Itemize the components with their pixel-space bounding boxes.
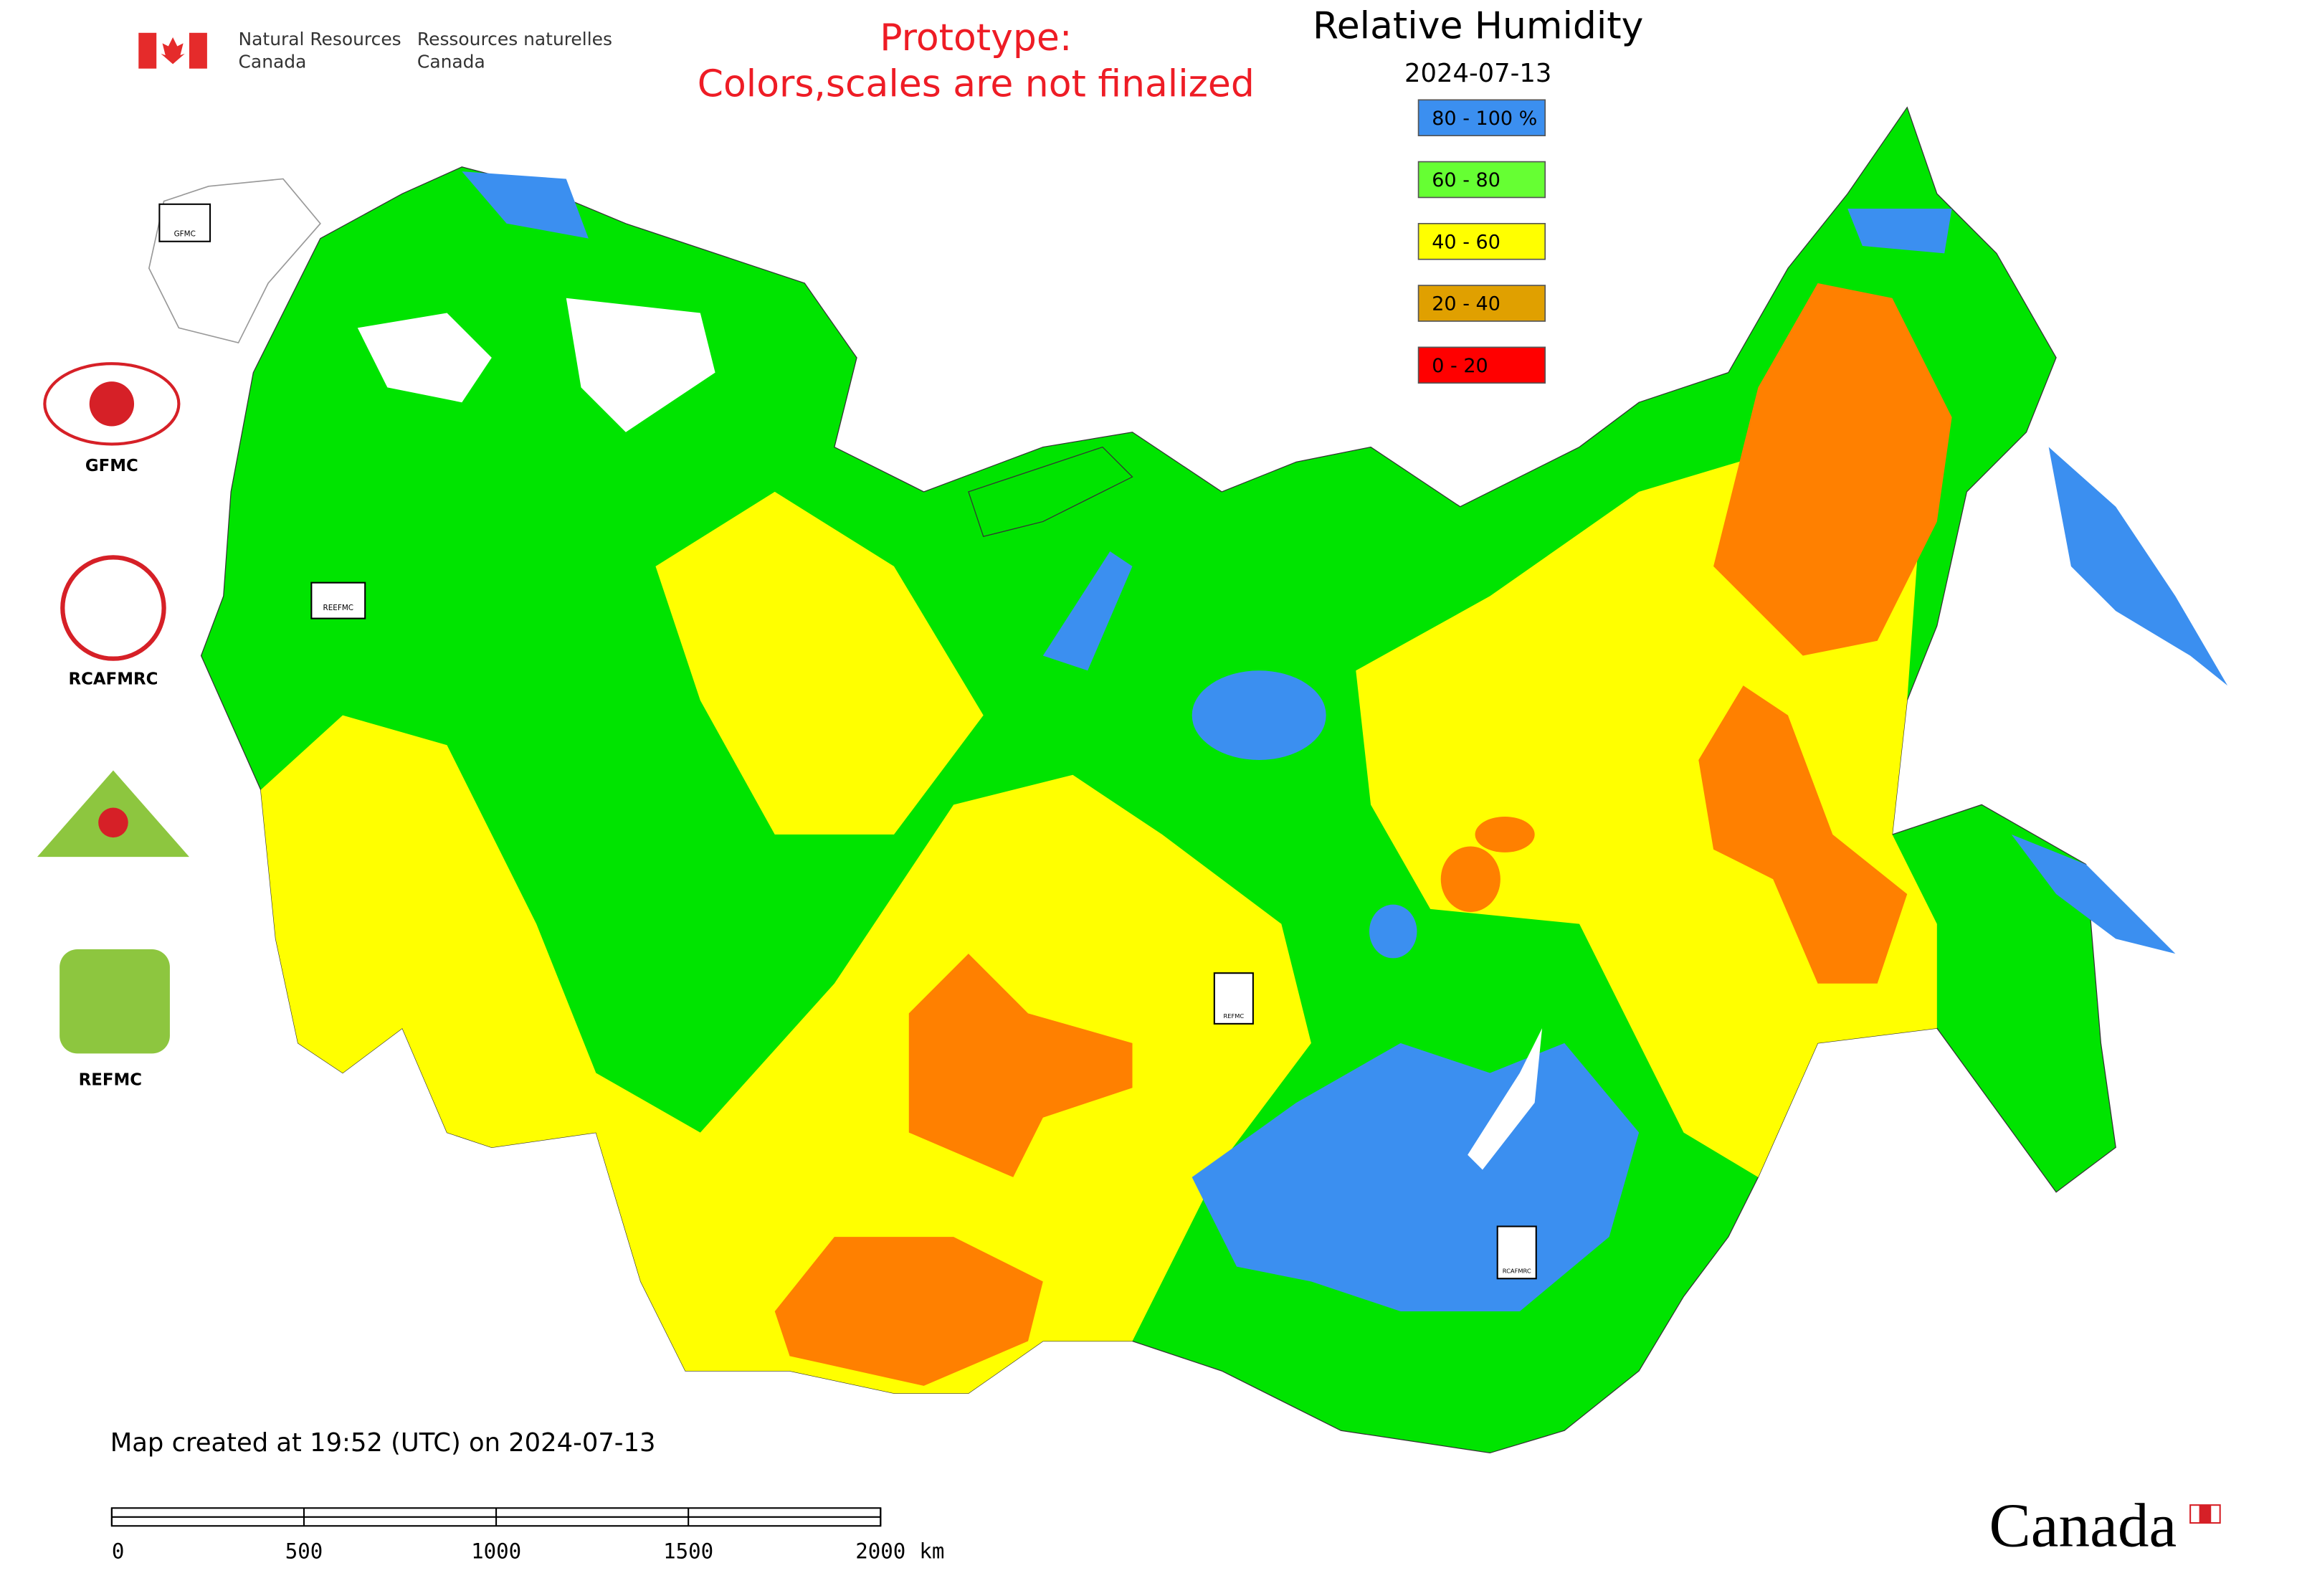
logo-label: RCAFMRC — [69, 670, 158, 688]
dry-zone-central — [655, 491, 984, 835]
footer-note: Map created at 19:52 (UTC) on 2024-07-13 — [110, 1428, 656, 1458]
logo — [60, 949, 170, 1054]
land — [200, 106, 2116, 1454]
marker — [1213, 972, 1254, 1025]
scale-label: 0 — [112, 1539, 125, 1564]
canada-wordmark: Canada — [1989, 1491, 2221, 1560]
high-rh-kola — [462, 171, 589, 239]
marker-label: REEFMC — [323, 604, 353, 612]
legend-label: 60 - 80 — [1432, 169, 1500, 191]
high-rh-chukotka — [1847, 209, 1952, 254]
agency-en: Canada — [239, 51, 307, 72]
logo — [89, 381, 135, 427]
low-rh-east — [1698, 685, 1908, 984]
low-rh-central-asia — [774, 1237, 1043, 1386]
logo — [98, 807, 128, 838]
low-rh-spot — [1440, 846, 1500, 912]
center-markers: GFMC REEFMC REFMC RCAFMRC — [158, 203, 1537, 1280]
map — [148, 106, 2228, 1454]
novaya-zemlya — [968, 446, 1133, 538]
logo — [60, 555, 166, 661]
legend-swatch — [1417, 222, 1546, 260]
lake-baikal — [1468, 1028, 1543, 1170]
high-rh-coast — [2011, 834, 2176, 954]
legend-swatch — [1417, 161, 1546, 199]
scale-bar: 0 500 1000 1500 2000 km — [110, 1507, 944, 1564]
scale-unit: km — [919, 1539, 944, 1564]
map-date: 2024-07-13 — [1404, 59, 1551, 88]
marker-label: GFMC — [174, 229, 196, 238]
low-rh-northeast — [1713, 282, 1952, 656]
flag-bar — [189, 32, 207, 69]
center-logos: GFMC RCAFMRC REFMC — [37, 362, 189, 1089]
legend-label: 0 - 20 — [1432, 355, 1488, 377]
logo — [43, 362, 181, 446]
high-rh-plateau — [1192, 670, 1326, 761]
map-title: Relative Humidity — [1313, 5, 1643, 48]
legend-label: 80 - 100 % — [1432, 108, 1537, 130]
scale-label: 2000 — [855, 1539, 905, 1564]
scale-label: 1500 — [663, 1539, 713, 1564]
agency-fr: Ressources naturelles — [417, 29, 612, 49]
marker — [310, 581, 366, 619]
legend-swatch — [1417, 285, 1546, 322]
notice: Colors,scales are not finalized — [698, 63, 1255, 106]
logo-label: GFMC — [85, 457, 138, 475]
wordmark: Canada — [1989, 1491, 2177, 1560]
low-rh-spot — [1475, 816, 1535, 852]
wordmark-flag — [2199, 1505, 2212, 1524]
notice: Prototype: — [880, 16, 1072, 60]
high-rh-ural — [1042, 551, 1133, 671]
legend: 80 - 100 % 60 - 80 40 - 60 20 - 40 0 - 20 — [1417, 99, 1546, 384]
high-rh-spot — [1369, 904, 1417, 959]
marker — [158, 203, 211, 242]
logo-label: REFMC — [79, 1070, 142, 1089]
white-sea — [566, 298, 715, 432]
legend-swatch — [1417, 99, 1546, 137]
legend-label: 40 - 60 — [1432, 231, 1500, 253]
low-rh-kazakhstan — [908, 954, 1133, 1177]
marker — [1496, 1225, 1537, 1280]
legend-label: 20 - 40 — [1432, 293, 1500, 315]
scale-label: 500 — [285, 1539, 323, 1564]
dry-zone-south — [260, 715, 1311, 1394]
agency-en: Natural Resources — [239, 29, 401, 49]
maple-leaf — [161, 37, 185, 65]
lakes — [357, 313, 492, 403]
nrcan-signature: Natural Resources Canada Ressources natu… — [138, 29, 612, 72]
scale-label: 1000 — [471, 1539, 521, 1564]
high-rh-kamchatka — [2048, 447, 2228, 686]
agency-fr: Canada — [417, 51, 485, 72]
legend-swatch — [1417, 346, 1546, 384]
marker-label: RCAFMRC — [1503, 1267, 1531, 1274]
flag-bar — [138, 32, 157, 69]
marker-label: REFMC — [1223, 1012, 1244, 1020]
